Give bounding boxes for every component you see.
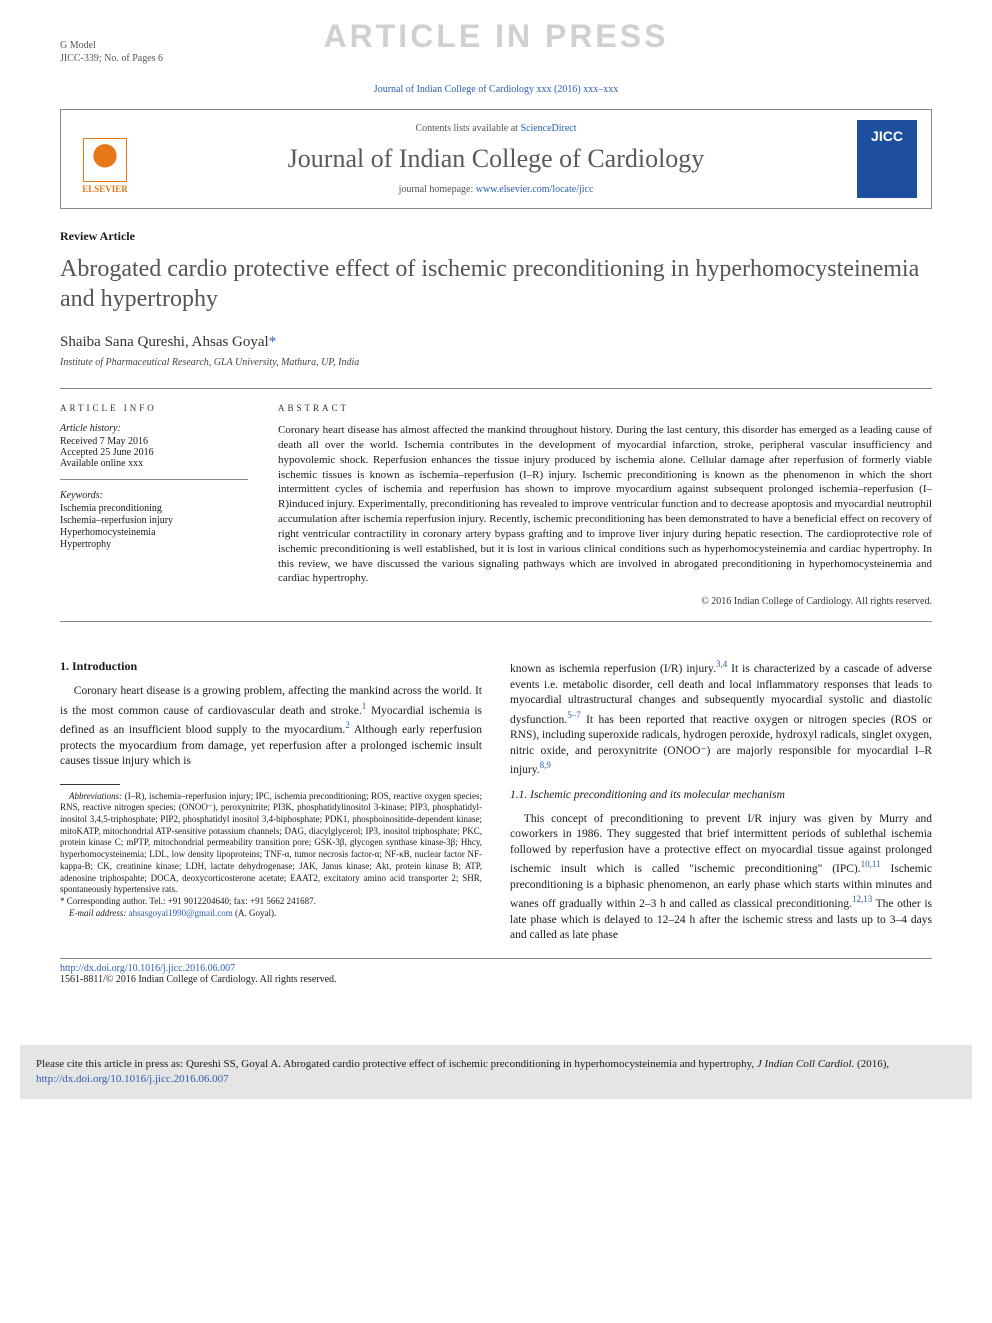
section-1-heading: 1. Introduction <box>60 658 482 674</box>
article-info-column: ARTICLE INFO Article history: Received 7… <box>60 389 260 621</box>
journal-cover-thumbnail: JICC <box>857 120 917 198</box>
abstract-text: Coronary heart disease has almost affect… <box>278 423 932 586</box>
homepage-prefix: journal homepage: <box>399 184 476 195</box>
intro-paragraph-2: known as ischemia reperfusion (I/R) inju… <box>510 658 932 778</box>
affiliation: Institute of Pharmaceutical Research, GL… <box>60 357 932 368</box>
keywords-block: Keywords: Ischemia preconditioning Ische… <box>60 490 248 561</box>
accepted-date: Accepted 25 June 2016 <box>60 447 248 458</box>
email-label: E-mail address: <box>69 908 129 918</box>
doi-link[interactable]: http://dx.doi.org/10.1016/j.jicc.2016.06… <box>60 963 235 974</box>
intro-paragraph-1: Coronary heart disease is a growing prob… <box>60 684 482 769</box>
article-info-heading: ARTICLE INFO <box>60 403 248 413</box>
elsevier-logo: ELSEVIER <box>75 124 135 194</box>
journal-name: Journal of Indian College of Cardiology <box>149 144 843 174</box>
author-names: Shaiba Sana Qureshi, Ahsas Goyal <box>60 334 269 350</box>
elsevier-tree-icon <box>83 138 127 182</box>
email-footnote: E-mail address: ahsasgoyal1990@gmail.com… <box>60 908 482 920</box>
homepage-line: journal homepage: www.elsevier.com/locat… <box>149 184 843 195</box>
sciencedirect-link[interactable]: ScienceDirect <box>520 123 576 134</box>
email-link[interactable]: ahsasgoyal1990@gmail.com <box>129 908 233 918</box>
corresponding-author-footnote: * Corresponding author. Tel.: +91 901220… <box>60 896 482 908</box>
footnotes: Abbreviations: (I–R), ischemia–reperfusi… <box>60 791 482 920</box>
keyword: Ischemia preconditioning <box>60 503 248 514</box>
body-text: It has been reported that reactive oxyge… <box>510 713 932 775</box>
cite-text-c: (2016), <box>854 1058 889 1070</box>
abbrev-label: Abbreviations: <box>69 791 122 801</box>
header-center: Contents lists available at ScienceDirec… <box>149 123 843 195</box>
section-1-1-paragraph: This concept of preconditioning to preve… <box>510 812 932 944</box>
abstract-column: ABSTRACT Coronary heart disease has almo… <box>260 389 932 621</box>
keyword: Hypertrophy <box>60 539 248 550</box>
abstract-copyright: © 2016 Indian College of Cardiology. All… <box>278 596 932 607</box>
keywords-label: Keywords: <box>60 490 248 501</box>
journal-header-box: ELSEVIER Contents lists available at Sci… <box>60 109 932 209</box>
ref-1011[interactable]: 10,11 <box>861 859 881 869</box>
info-abstract-row: ARTICLE INFO Article history: Received 7… <box>60 388 932 622</box>
article-in-press-watermark: ARTICLE IN PRESS <box>0 18 992 55</box>
ref-1213[interactable]: 12,13 <box>852 894 872 904</box>
authors: Shaiba Sana Qureshi, Ahsas Goyal* <box>60 334 932 351</box>
bottom-rule <box>60 958 932 959</box>
cite-this-article-box: Please cite this article in press as: Qu… <box>20 1045 972 1100</box>
cover-text: JICC <box>871 128 903 144</box>
article-type: Review Article <box>60 229 932 244</box>
contents-prefix: Contents lists available at <box>415 123 520 134</box>
online-date: Available online xxx <box>60 458 248 469</box>
ref-34[interactable]: 3,4 <box>716 659 727 669</box>
history-label: Article history: <box>60 423 248 434</box>
cite-doi-link[interactable]: http://dx.doi.org/10.1016/j.jicc.2016.06… <box>36 1073 229 1085</box>
email-suffix: (A. Goyal). <box>233 908 277 918</box>
elsevier-label: ELSEVIER <box>82 184 128 194</box>
cite-journal-abbrev: J Indian Coll Cardiol. <box>757 1058 854 1070</box>
cite-text-a: Please cite this article in press as: Qu… <box>36 1058 757 1070</box>
citation-header: Journal of Indian College of Cardiology … <box>60 84 932 95</box>
article-history-block: Article history: Received 7 May 2016 Acc… <box>60 423 248 480</box>
contents-line: Contents lists available at ScienceDirec… <box>149 123 843 134</box>
article-title: Abrogated cardio protective effect of is… <box>60 254 932 314</box>
received-date: Received 7 May 2016 <box>60 436 248 447</box>
section-1-1-heading: 1.1. Ischemic preconditioning and its mo… <box>510 788 932 804</box>
abbreviations-footnote: Abbreviations: (I–R), ischemia–reperfusi… <box>60 791 482 896</box>
bottom-links: http://dx.doi.org/10.1016/j.jicc.2016.06… <box>60 963 932 985</box>
keyword: Ischemia–reperfusion injury <box>60 515 248 526</box>
corresponding-star-icon: * <box>269 334 277 350</box>
issn-copyright: 1561-8811/© 2016 Indian College of Cardi… <box>60 974 337 985</box>
homepage-link[interactable]: www.elsevier.com/locate/jicc <box>476 184 594 195</box>
body-text: known as ischemia reperfusion (I/R) inju… <box>510 663 716 675</box>
keyword: Hyperhomocysteinemia <box>60 527 248 538</box>
ref-89[interactable]: 8,9 <box>540 760 551 770</box>
abbrev-text: (I–R), ischemia–reperfusion injury; IPC,… <box>60 791 482 895</box>
abstract-heading: ABSTRACT <box>278 403 932 413</box>
footnote-separator <box>60 784 120 785</box>
ref-57[interactable]: 5–7 <box>567 710 581 720</box>
body-columns: 1. Introduction Coronary heart disease i… <box>60 658 932 943</box>
